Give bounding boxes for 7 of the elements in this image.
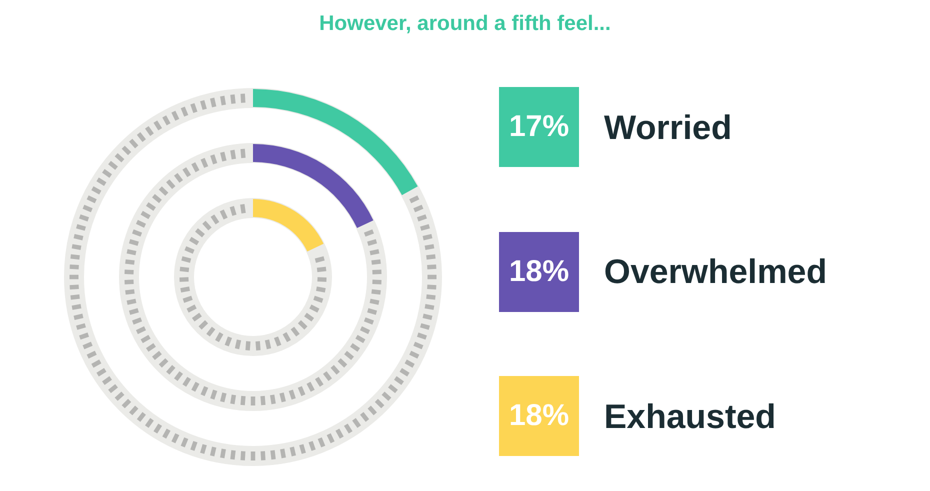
data-label: 18% [508, 399, 570, 433]
data-label: 18% [508, 254, 570, 288]
category-label: Overwhelmed [604, 253, 827, 292]
text: However, around a fifth feel... [319, 12, 611, 35]
data-label: 17% [508, 110, 570, 144]
category-label: Worried [604, 108, 732, 148]
category-label: Exhausted [604, 398, 776, 436]
